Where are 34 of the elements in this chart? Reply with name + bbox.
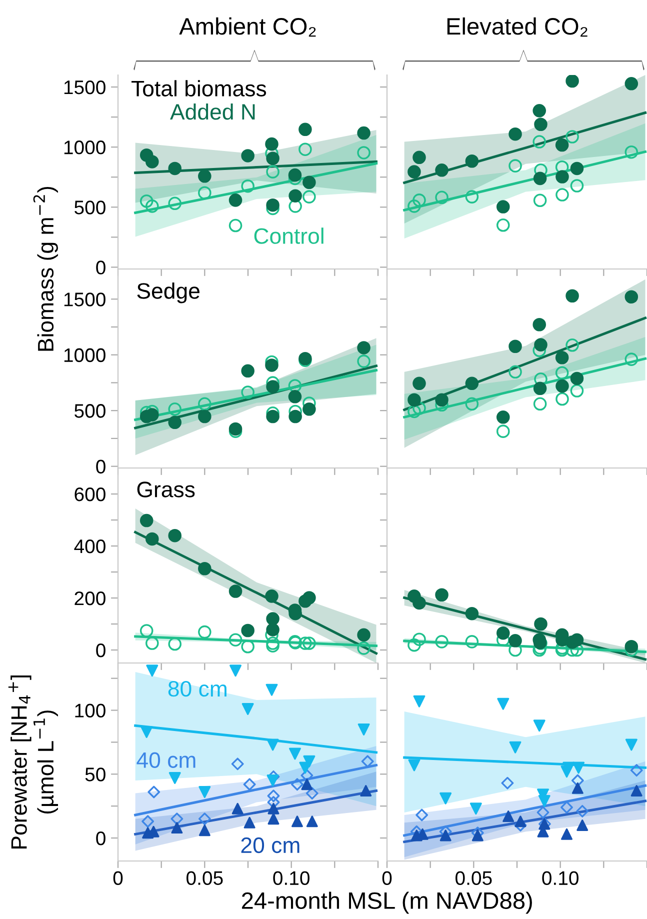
y-tick-label: 1000 [64,140,106,154]
y-axis-title: Biomass (g m$^{−2}$) [33,186,58,351]
x-tick-label: 0.05 [186,871,223,886]
chart-subtitle: Total biomass [132,80,266,96]
y-tick-label: 1500 [64,80,106,94]
y-tick-label: 1500 [64,292,106,306]
y-tick-label: 400 [74,539,106,554]
chart-subtitle: Grass [137,482,195,498]
x-tick-label: 0 [382,871,392,886]
y-tick-label: 600 [74,487,106,502]
y-tick-label: 200 [74,591,106,606]
chart-title: Ambient CO₂ [179,17,316,37]
series-label: Added N [170,103,255,120]
series-label: 80 cm [168,680,226,697]
x-tick-label: 0.10 [542,871,578,886]
x-tick-label: 0.10 [273,871,310,886]
series-label: 20 cm [241,837,300,854]
y-tick-label: 100 [75,704,106,718]
x-tick-label: 0.05 [456,871,492,886]
x-axis-title: 24-month MSL (m NAVD88) [242,892,532,914]
y-tick-label: 0 [96,831,106,846]
y-tick-label: 0 [96,643,106,658]
y-tick-label: 0 [96,460,106,474]
y-tick-label: 1000 [64,348,106,362]
text: Sedge [137,282,200,304]
y-tick-label: 500 [74,200,106,214]
x-tick-label: 0 [113,871,123,886]
y-tick-label: 0 [96,260,106,274]
series-label: Control [254,228,324,244]
chart-title: Elevated CO₂ [447,17,588,37]
y-tick-label: 50 [85,768,106,782]
series-label: 40 cm [136,752,196,768]
text: Porewater [NH$_{4}$$^{+}$] (µmol L$^{−1}$) [8,675,58,849]
y-tick-label: 500 [74,404,106,418]
